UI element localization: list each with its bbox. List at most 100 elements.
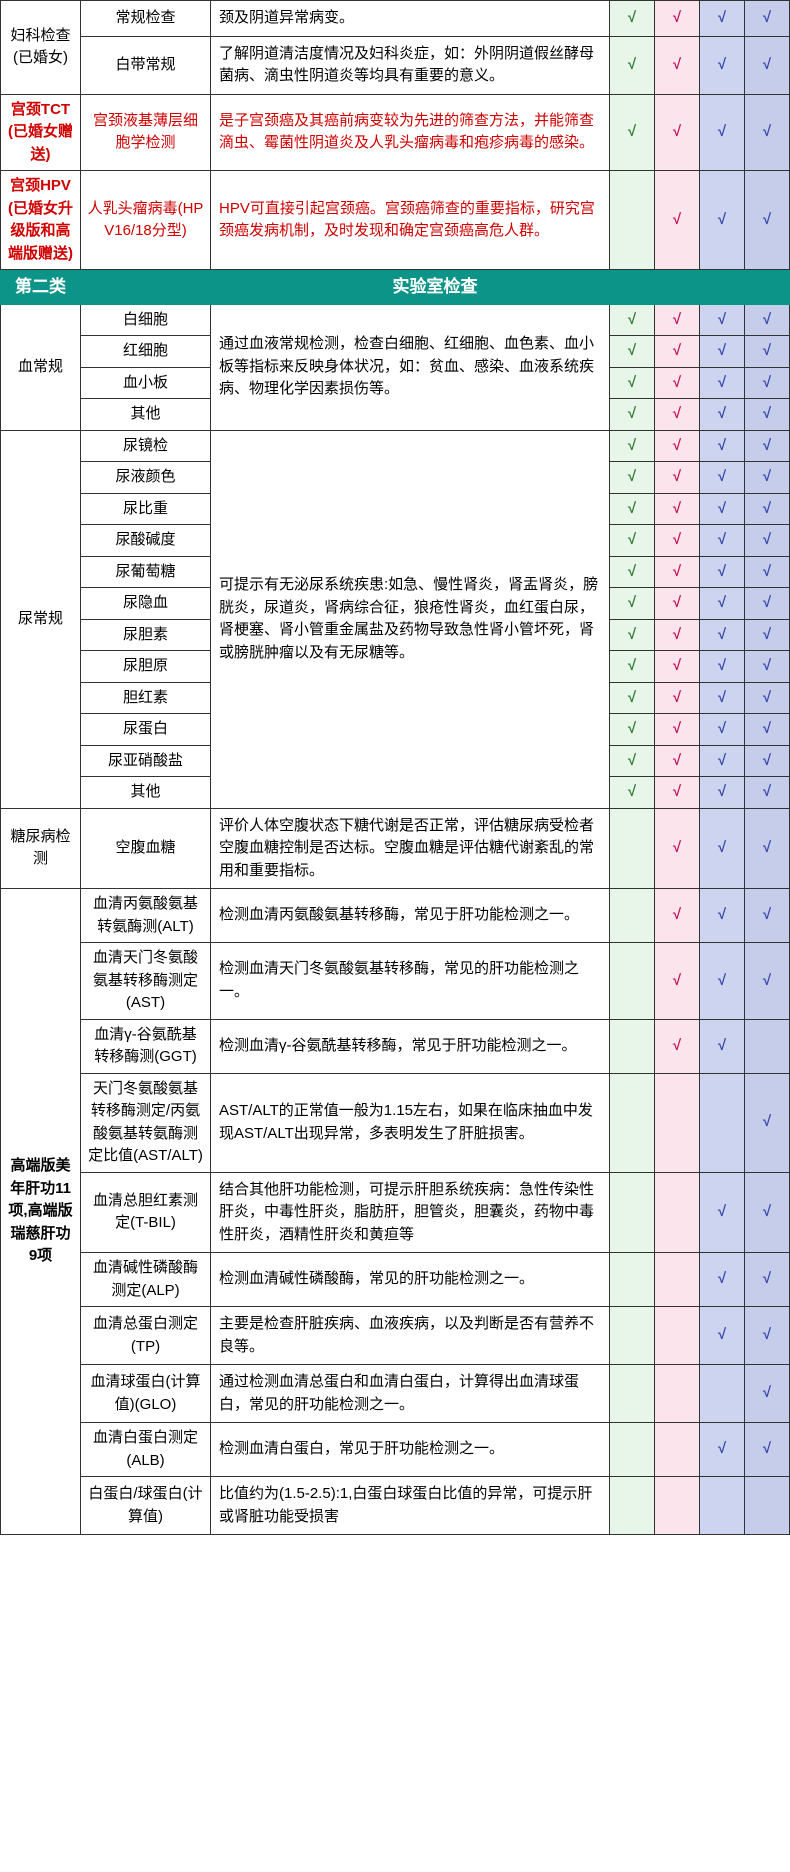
check-col-2: √ [655,808,700,889]
check-col-2: √ [655,588,700,620]
item: 血清丙氨酸氨基转氨酶测(ALT) [81,889,211,943]
check-col-2: √ [655,36,700,94]
check-col-2: √ [655,367,700,399]
desc: 通过血液常规检测，检查白细胞、红细胞、血色素、血小板等指标来反映身体状况，如：贫… [211,304,610,430]
item: 天门冬氨酸氨基转移酶测定/丙氨酸氨基转氨酶测定比值(AST/ALT) [81,1073,211,1172]
check-col-2: √ [655,619,700,651]
check-col-2 [655,1423,700,1477]
cat-gyn: 妇科检查(已婚女) [1,1,81,95]
check-col-3: √ [700,1423,745,1477]
check-col-4: √ [745,1172,790,1253]
check-col-3 [700,1477,745,1535]
check-col-4: √ [745,36,790,94]
check-col-1: √ [610,462,655,494]
check-col-3: √ [700,943,745,1020]
item: 尿胆素 [81,619,211,651]
check-col-4 [745,1019,790,1073]
check-col-1 [610,1172,655,1253]
check-col-2: √ [655,94,700,171]
check-col-2: √ [655,943,700,1020]
item: 其他 [81,777,211,809]
check-col-4: √ [745,588,790,620]
check-col-1 [610,171,655,270]
section2-right: 实验室检查 [81,270,790,305]
check-col-1: √ [610,336,655,368]
check-col-1: √ [610,777,655,809]
check-col-2: √ [655,336,700,368]
check-col-1: √ [610,430,655,462]
check-col-4: √ [745,808,790,889]
check-col-1: √ [610,745,655,777]
item: 空腹血糖 [81,808,211,889]
desc: 检测血清白蛋白，常见于肝功能检测之一。 [211,1423,610,1477]
check-col-1: √ [610,525,655,557]
check-col-3: √ [700,889,745,943]
item: 白带常规 [81,36,211,94]
check-col-4: √ [745,745,790,777]
check-col-1: √ [610,1,655,37]
item: 白细胞 [81,304,211,336]
check-col-2: √ [655,745,700,777]
check-col-2: √ [655,682,700,714]
check-col-3: √ [700,651,745,683]
item: 尿镜检 [81,430,211,462]
cat-urine: 尿常规 [1,430,81,808]
check-col-1 [610,808,655,889]
check-col-2: √ [655,493,700,525]
check-col-1: √ [610,493,655,525]
check-col-3: √ [700,94,745,171]
check-col-1: √ [610,556,655,588]
check-col-4: √ [745,525,790,557]
check-col-3: √ [700,525,745,557]
item: 血清总蛋白测定(TP) [81,1307,211,1365]
check-col-2: √ [655,556,700,588]
check-col-2 [655,1172,700,1253]
check-col-4: √ [745,1073,790,1172]
check-col-3: √ [700,682,745,714]
check-col-4: √ [745,493,790,525]
desc: 结合其他肝功能检测，可提示肝胆系统疾病：急性传染性肝炎，中毒性肝炎，脂肪肝，胆管… [211,1172,610,1253]
check-col-3: √ [700,1,745,37]
check-col-1: √ [610,367,655,399]
desc: 比值约为(1.5-2.5):1,白蛋白球蛋白比值的异常，可提示肝或肾脏功能受损害 [211,1477,610,1535]
item: 血清总胆红素测定(T-BIL) [81,1172,211,1253]
item: 尿葡萄糖 [81,556,211,588]
check-col-4: √ [745,889,790,943]
section2-left: 第二类 [1,270,81,305]
desc: 是子宫颈癌及其癌前病变较为先进的筛查方法，并能筛查滴虫、霉菌性阴道炎及人乳头瘤病… [211,94,610,171]
desc: AST/ALT的正常值一般为1.15左右，如果在临床抽血中发现AST/ALT出现… [211,1073,610,1172]
check-col-1: √ [610,714,655,746]
check-col-1 [610,943,655,1020]
check-col-1 [610,889,655,943]
check-col-4: √ [745,367,790,399]
check-col-4: √ [745,399,790,431]
check-col-4 [745,1477,790,1535]
check-col-4: √ [745,336,790,368]
check-col-3: √ [700,745,745,777]
desc: HPV可直接引起宫颈癌。宫颈癌筛查的重要指标，研究宫颈癌发病机制，及时发现和确定… [211,171,610,270]
check-col-2 [655,1365,700,1423]
check-col-1: √ [610,36,655,94]
check-col-4: √ [745,430,790,462]
desc: 可提示有无泌尿系统疾患:如急、慢性肾炎，肾盂肾炎，膀胱炎，尿道炎，肾病综合征，狼… [211,430,610,808]
check-col-2: √ [655,1019,700,1073]
item: 血清天门冬氨酸氨基转移酶测定(AST) [81,943,211,1020]
check-col-1 [610,1019,655,1073]
check-col-2: √ [655,304,700,336]
item: 血清白蛋白测定(ALB) [81,1423,211,1477]
check-col-1: √ [610,651,655,683]
check-col-3: √ [700,808,745,889]
check-col-3 [700,1073,745,1172]
item: 尿蛋白 [81,714,211,746]
item: 尿酸碱度 [81,525,211,557]
check-col-3: √ [700,493,745,525]
item: 尿液颜色 [81,462,211,494]
desc: 检测血清丙氨酸氨基转移酶，常见于肝功能检测之一。 [211,889,610,943]
check-col-2 [655,1477,700,1535]
check-col-4: √ [745,1423,790,1477]
check-col-1 [610,1073,655,1172]
item: 红细胞 [81,336,211,368]
check-col-3 [700,1365,745,1423]
check-col-1 [610,1423,655,1477]
check-col-3: √ [700,1253,745,1307]
